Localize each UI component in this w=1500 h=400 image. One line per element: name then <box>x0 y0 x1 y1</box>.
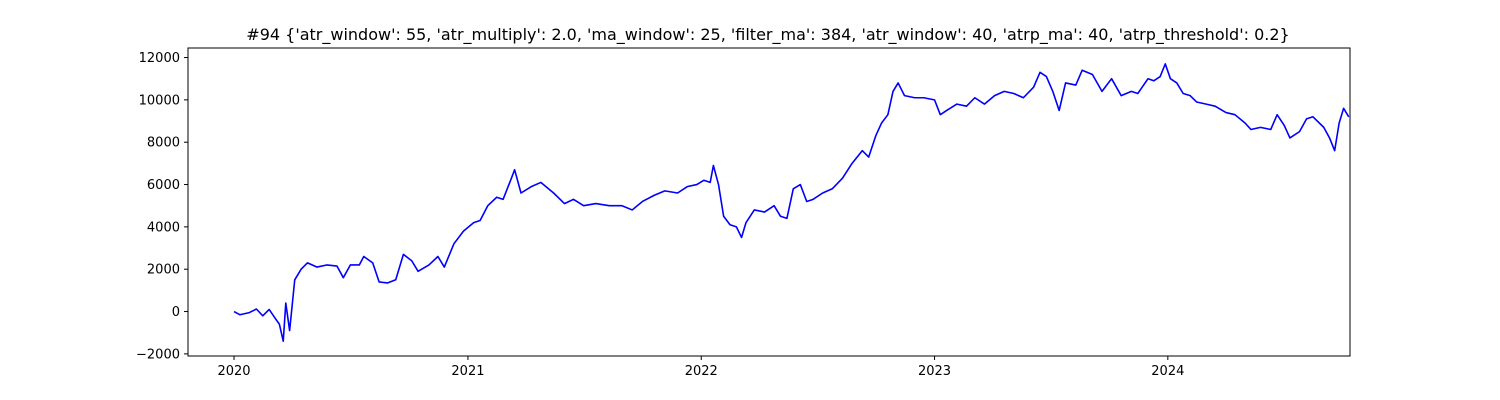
chart-title: #94 {'atr_window': 55, 'atr_multiply': 2… <box>246 25 1289 45</box>
y-tick-label: 8000 <box>147 136 180 151</box>
x-tick-label: 2022 <box>685 364 718 379</box>
y-axis: −2000 0 2000 4000 6000 8000 10000 12000 <box>136 51 188 362</box>
y-tick-label: −2000 <box>136 347 180 362</box>
x-axis: 2020 2021 2022 2023 2024 <box>217 356 1184 379</box>
series-line-0 <box>233 63 1350 342</box>
x-tick-label: 2023 <box>918 364 951 379</box>
x-tick-label: 2020 <box>217 364 250 379</box>
x-tick-label: 2021 <box>451 364 484 379</box>
y-tick-label: 10000 <box>139 93 180 108</box>
y-tick-label: 12000 <box>139 51 180 66</box>
plot-frame <box>187 47 1351 357</box>
x-tick-label: 2024 <box>1151 364 1184 379</box>
y-tick-label: 4000 <box>147 220 180 235</box>
y-tick-label: 0 <box>172 305 180 320</box>
plot-area <box>233 63 1350 342</box>
y-tick-label: 2000 <box>147 263 180 278</box>
y-tick-label: 6000 <box>147 178 180 193</box>
